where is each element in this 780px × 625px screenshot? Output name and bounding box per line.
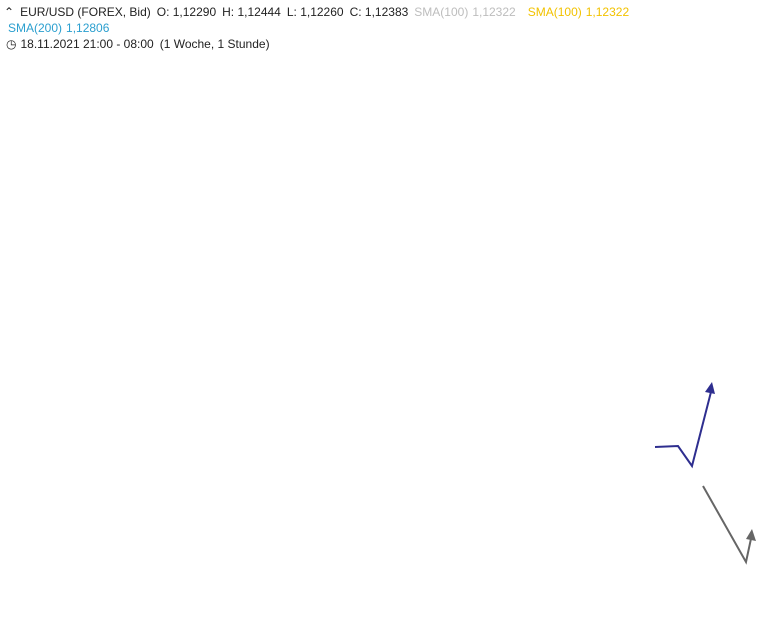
indicator-name: SMA(200)	[8, 21, 63, 35]
symbol: EUR/USD (FOREX, Bid)	[20, 5, 151, 19]
indicator-label: 1,12322	[472, 5, 516, 19]
header-line: ⌃ EUR/USD (FOREX, Bid) O: 1,12290 H: 1,1244…	[0, 4, 641, 20]
header: ⌃ EUR/USD (FOREX, Bid) O: 1,12290 H: 1,1244…	[0, 4, 641, 52]
indicator-name: SMA(100)	[527, 5, 582, 19]
arrow-head	[705, 382, 715, 394]
clock-icon: ◷	[6, 37, 17, 51]
interval: (1 Woche, 1 Stunde)	[159, 37, 270, 51]
projection-arrow	[702, 485, 753, 565]
indicator-label: 1,12322	[585, 5, 630, 19]
indicator: SMA(200) 1,12806	[8, 21, 115, 35]
indicator-name: SMA(100)	[414, 5, 469, 19]
ohlc: L: 1,12260	[286, 5, 344, 19]
indicator-label: 1,12806	[66, 21, 110, 35]
ohlc: O: 1,12290	[156, 5, 217, 19]
collapse-icon[interactable]: ⌃	[4, 5, 15, 19]
indicator: SMA(100) 1,12322	[414, 5, 521, 19]
header-line: ◷ 18.11.2021 21:00 - 08:00 (1 Woche, 1 Stu…	[0, 36, 641, 52]
indicator: SMA(100) 1,12322	[528, 5, 635, 19]
projection-arrow	[654, 387, 713, 469]
arrow-head	[746, 529, 756, 541]
ohlc: H: 1,12444	[222, 5, 281, 19]
period: 18.11.2021 21:00 - 08:00	[20, 37, 154, 51]
ohlc: C: 1,12383	[349, 5, 409, 19]
header-line: SMA(200) 1,12806	[0, 20, 641, 36]
